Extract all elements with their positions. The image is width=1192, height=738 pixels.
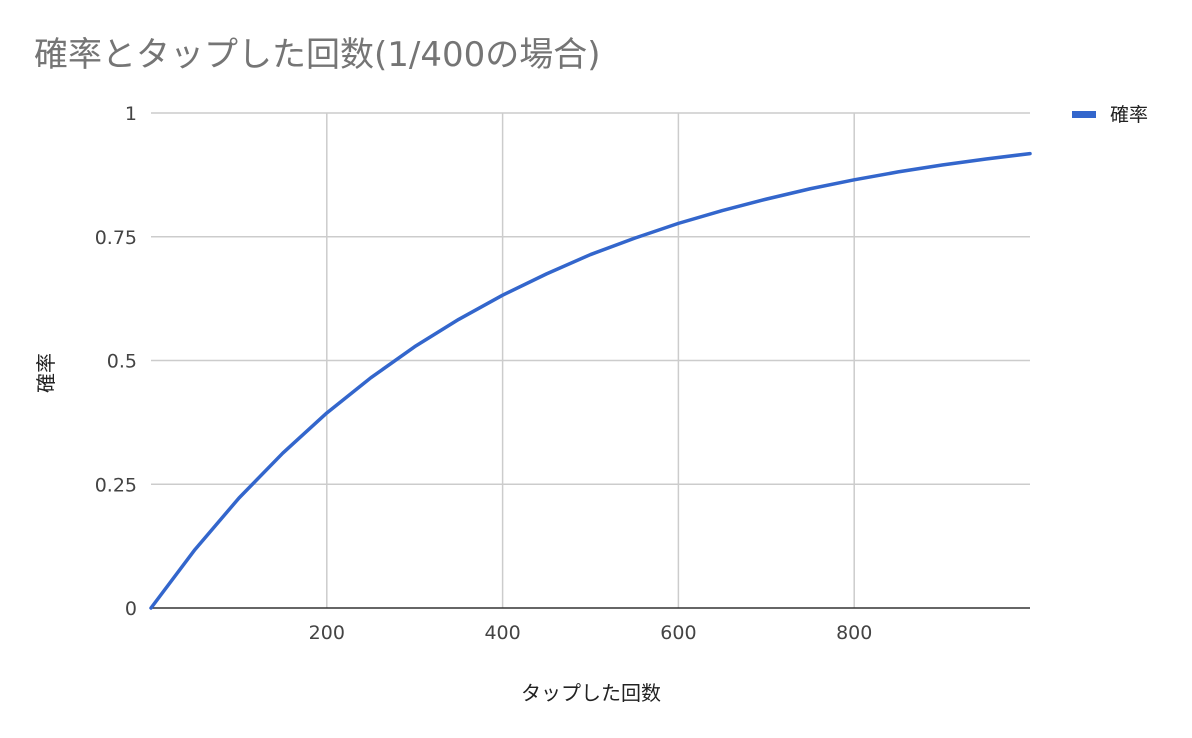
- grid: [151, 112, 1030, 608]
- y-tick-label: 1: [125, 103, 137, 125]
- x-axis-label: タップした回数: [521, 681, 661, 705]
- y-tick-label: 0: [125, 598, 137, 620]
- x-tick-label: 800: [836, 622, 872, 644]
- x-tick-label: 200: [309, 622, 345, 644]
- legend: 確率: [1072, 104, 1148, 126]
- series-layer: [149, 151, 1032, 610]
- legend-swatch: [1072, 111, 1096, 118]
- y-tick-label: 0.75: [95, 227, 137, 249]
- series-line: [149, 151, 1032, 610]
- tick-labels: 0 0.25 0.5 0.75 1 200 400 600 800: [95, 103, 873, 644]
- chart-title: 確率とタップした回数(1/400の場合): [34, 35, 601, 75]
- y-tick-label: 0.25: [95, 474, 137, 496]
- x-tick-label: 400: [484, 622, 520, 644]
- y-tick-label: 0.5: [107, 351, 137, 373]
- legend-label: 確率: [1110, 104, 1148, 126]
- x-tick-label: 600: [660, 622, 696, 644]
- y-axis-label: 確率: [34, 353, 58, 393]
